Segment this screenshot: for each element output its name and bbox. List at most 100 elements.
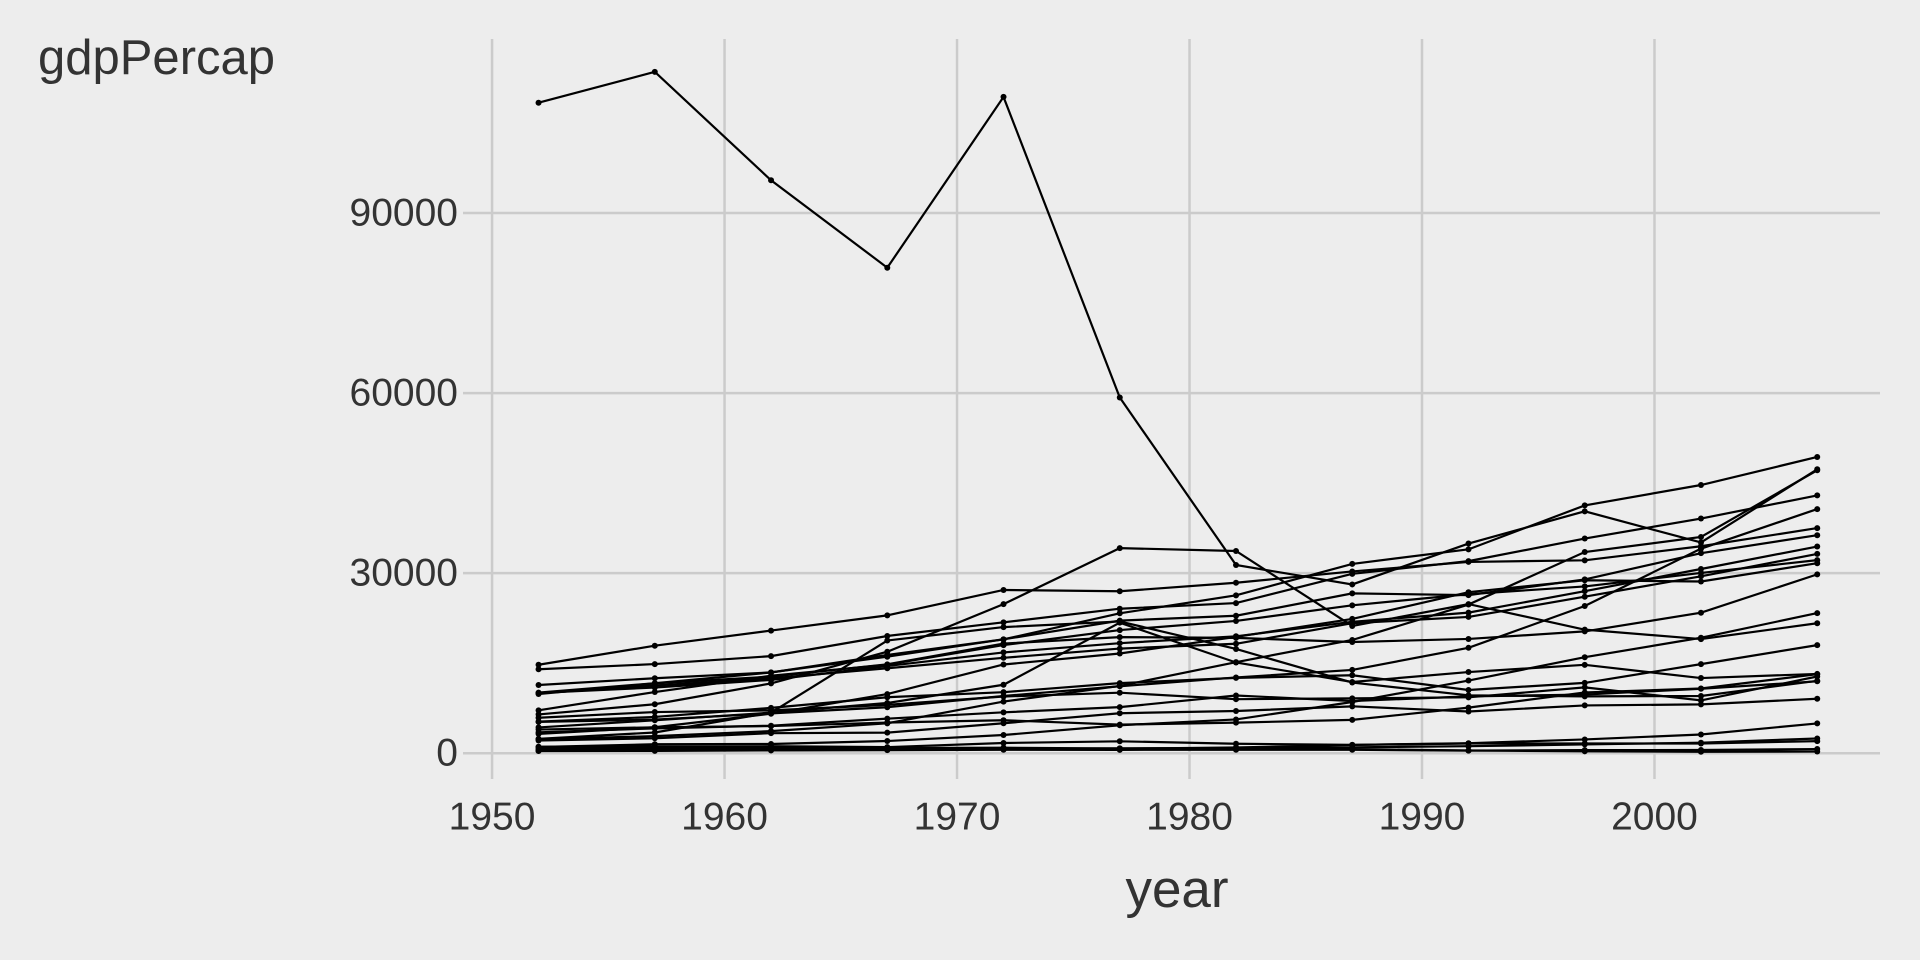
data-point: [1814, 571, 1821, 578]
data-point: [535, 745, 542, 752]
data-point: [651, 689, 658, 696]
data-point: [535, 99, 542, 106]
data-point: [1465, 677, 1472, 684]
data-point: [1697, 685, 1704, 692]
data-point: [1233, 547, 1240, 554]
data-point: [1116, 689, 1123, 696]
data-point: [768, 730, 775, 737]
series-line: [538, 70, 1818, 586]
data-point: [1000, 654, 1007, 661]
y-tick-label: 60000: [350, 371, 458, 414]
data-point: [1697, 533, 1704, 540]
data-point: [1814, 453, 1821, 460]
data-point: [535, 690, 542, 697]
series-line: [538, 527, 1818, 666]
data-point: [651, 642, 658, 649]
data-point: [884, 719, 891, 726]
data-point: [1814, 738, 1821, 745]
data-point: [651, 729, 658, 736]
series-line: [538, 644, 1818, 723]
data-point: [1465, 635, 1472, 642]
data-point: [1116, 605, 1123, 612]
x-tick-label: 2000: [1611, 795, 1698, 838]
data-point: [1814, 610, 1821, 617]
data-point: [1581, 748, 1588, 755]
data-point: [1233, 640, 1240, 647]
data-point: [1814, 748, 1821, 755]
data-point: [884, 745, 891, 752]
x-tick-label: 1980: [1146, 795, 1233, 838]
data-point: [1349, 590, 1356, 597]
data-point: [1465, 609, 1472, 616]
data-point: [535, 681, 542, 688]
data-point: [535, 661, 542, 668]
data-point: [1465, 686, 1472, 693]
data-point: [884, 632, 891, 639]
series-line: [538, 545, 1818, 695]
data-point: [1465, 704, 1472, 711]
data-point: [1000, 709, 1007, 716]
series-line: [538, 675, 1818, 719]
data-point: [1000, 698, 1007, 705]
data-point: [1349, 678, 1356, 685]
series-line: [538, 469, 1818, 741]
grid: [463, 39, 1880, 779]
x-tick-label: 1970: [914, 795, 1001, 838]
data-point: [1116, 738, 1123, 745]
lines: [535, 68, 1821, 755]
data-point: [1465, 740, 1472, 747]
data-point: [1116, 627, 1123, 634]
data-point: [1233, 562, 1240, 569]
data-point: [1349, 703, 1356, 710]
data-point: [1349, 666, 1356, 673]
data-point: [651, 675, 658, 682]
data-point: [1581, 576, 1588, 583]
data-point: [1233, 633, 1240, 640]
data-point: [1581, 588, 1588, 595]
data-point: [651, 735, 658, 742]
y-tick-label: 0: [436, 731, 458, 774]
data-point: [1814, 678, 1821, 685]
data-point: [1581, 508, 1588, 515]
series-line: [538, 611, 1818, 749]
series-line: [538, 552, 1818, 695]
data-point: [1116, 394, 1123, 401]
data-point: [1349, 570, 1356, 577]
x-tick-label: 1960: [681, 795, 768, 838]
data-point: [1349, 602, 1356, 609]
data-point: [535, 707, 542, 714]
data-point: [535, 737, 542, 744]
data-point: [1581, 628, 1588, 635]
data-point: [535, 718, 542, 725]
data-point: [1697, 692, 1704, 699]
data-point: [535, 666, 542, 673]
data-point: [1697, 748, 1704, 755]
x-axis-label: year: [1125, 860, 1228, 919]
data-point: [884, 612, 891, 619]
series-line: [538, 534, 1818, 687]
data-point: [1000, 649, 1007, 656]
data-point: [884, 637, 891, 644]
data-point: [1000, 93, 1007, 100]
x-tick-label: 1950: [449, 795, 536, 838]
series-line: [538, 746, 1818, 753]
data-point: [1465, 747, 1472, 754]
data-point: [651, 709, 658, 716]
data-point: [1233, 600, 1240, 607]
data-point: [1349, 698, 1356, 705]
data-point: [1697, 573, 1704, 580]
data-point: [1116, 634, 1123, 641]
data-point: [1465, 546, 1472, 553]
data-point: [1581, 679, 1588, 686]
data-point: [1000, 689, 1007, 696]
data-point: [884, 653, 891, 660]
data-point: [1814, 525, 1821, 532]
data-point: [1000, 732, 1007, 739]
data-point: [1233, 746, 1240, 753]
data-point: [1349, 716, 1356, 723]
data-point: [1697, 578, 1704, 585]
data-point: [1697, 550, 1704, 557]
data-point: [1697, 661, 1704, 668]
data-point: [1465, 644, 1472, 651]
